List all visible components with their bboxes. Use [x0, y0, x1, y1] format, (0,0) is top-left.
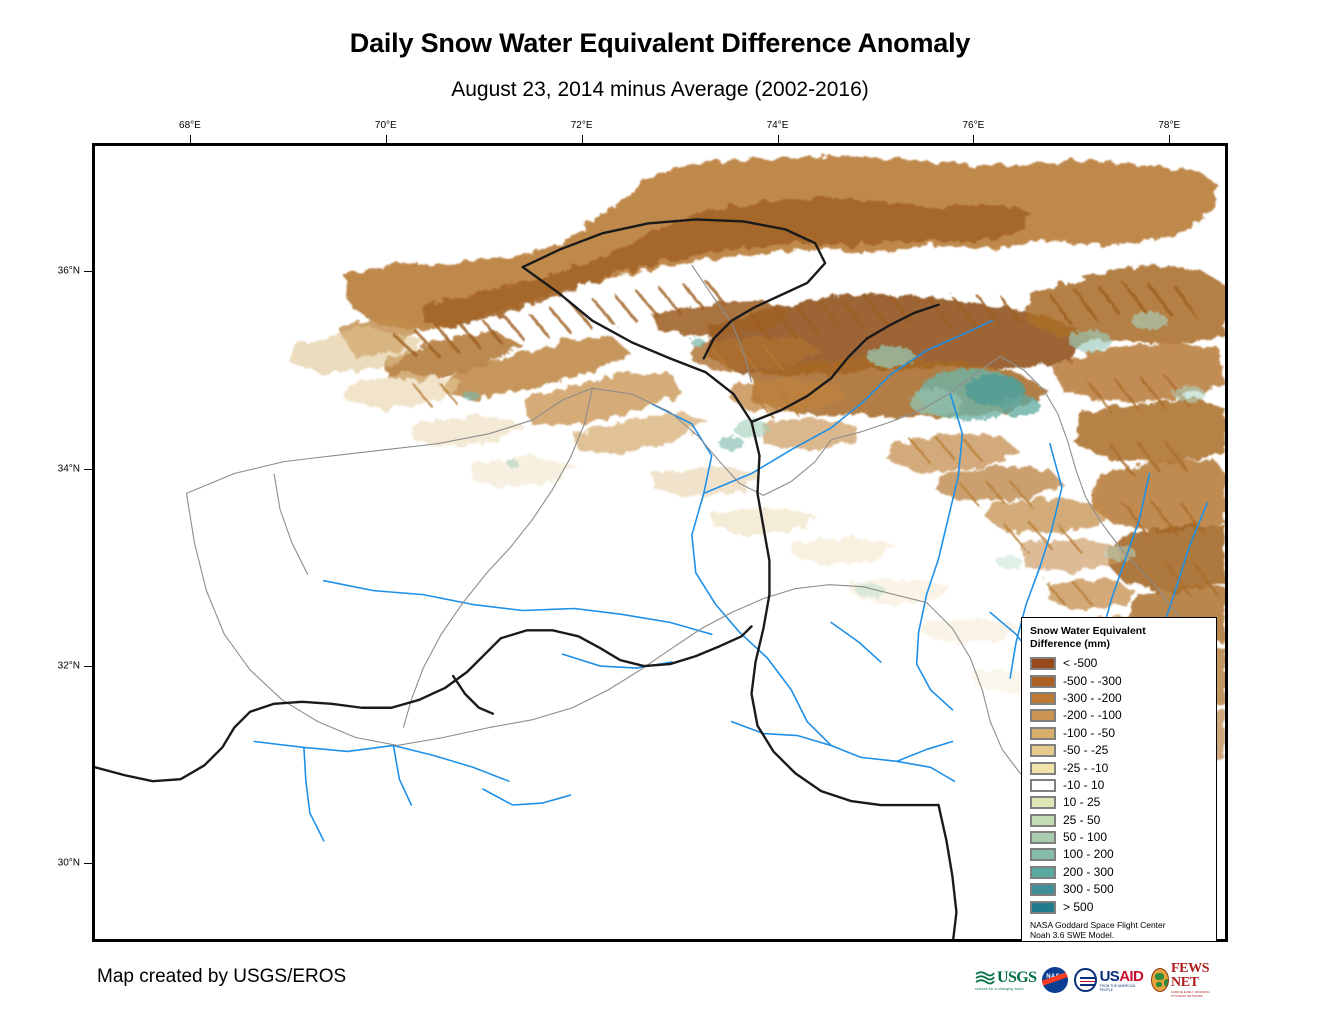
longitude-label: 72°E: [570, 120, 593, 131]
usaid-wordmark-us: US: [1099, 967, 1120, 985]
legend-row: < -500: [1030, 655, 1208, 672]
legend-row: -10 - 10: [1030, 777, 1208, 794]
longitude-tick: [581, 135, 583, 143]
legend-label: -300 - -200: [1063, 690, 1122, 705]
longitude-tick: [1169, 135, 1171, 143]
latitude-tick: [84, 468, 92, 470]
longitude-tick: [777, 135, 779, 143]
page-title: Daily Snow Water Equivalent Difference A…: [349, 28, 971, 58]
legend-swatch: [1030, 657, 1056, 671]
page-subtitle: August 23, 2014 minus Average (2002-2016…: [451, 78, 869, 101]
usaid-tagline: FROM THE AMERICAN PEOPLE: [1099, 983, 1136, 992]
fews-globe-icon: [1151, 968, 1170, 992]
longitude-label: 78°E: [1158, 120, 1181, 131]
latitude-tick: [84, 665, 92, 667]
usaid-logo[interactable]: USAID FROM THE AMERICAN PEOPLE: [1074, 964, 1145, 996]
agency-logos: USGS science for a changing world NASA U…: [975, 961, 1223, 999]
usaid-wordmark-aid: AID: [1119, 967, 1144, 985]
usgs-wave-icon: [975, 970, 995, 984]
legend-swatch: [1030, 761, 1056, 775]
legend-label: -500 - -300: [1063, 673, 1122, 688]
legend-label: 100 - 200: [1063, 847, 1114, 862]
legend-swatch: [1030, 778, 1056, 792]
legend-swatch: [1030, 726, 1056, 740]
legend-row: -50 - -25: [1030, 742, 1208, 759]
legend-title: Snow Water Equivalent Difference (mm): [1030, 625, 1208, 651]
map-legend[interactable]: Snow Water Equivalent Difference (mm) < …: [1021, 617, 1217, 942]
legend-swatch: [1030, 744, 1056, 758]
legend-label: 50 - 100: [1063, 830, 1108, 845]
legend-label: 25 - 50: [1063, 812, 1101, 827]
latitude-label: 32°N: [57, 660, 80, 672]
legend-swatch: [1030, 865, 1056, 879]
map-credit: Map created by USGS/EROS: [97, 966, 347, 987]
legend-label: -50 - -25: [1063, 743, 1109, 758]
legend-row: -200 - -100: [1030, 707, 1208, 724]
latitude-label: 34°N: [57, 463, 80, 475]
latitude-label: 36°N: [57, 265, 80, 277]
legend-row: -100 - -50: [1030, 725, 1208, 742]
fews-wordmark: FEWS NET: [1171, 961, 1210, 990]
legend-label: 10 - 25: [1063, 795, 1101, 810]
nasa-logo[interactable]: NASA: [1042, 964, 1069, 996]
legend-label: > 500: [1063, 899, 1094, 914]
legend-row: -500 - -300: [1030, 672, 1208, 689]
legend-swatch: [1030, 691, 1056, 705]
longitude-label: 68°E: [179, 120, 201, 131]
usgs-wordmark: USGS: [997, 968, 1037, 986]
fews-tagline: FAMINE EARLY WARNING SYSTEMS NETWORK: [1171, 990, 1210, 998]
usgs-logo[interactable]: USGS science for a changing world: [975, 964, 1037, 996]
legend-row: 25 - 50: [1030, 812, 1208, 829]
legend-row: 50 - 100: [1030, 829, 1208, 846]
legend-label: -200 - -100: [1063, 708, 1122, 723]
legend-row: 300 - 500: [1030, 881, 1208, 898]
legend-swatch: [1030, 900, 1056, 914]
legend-title-line1: Snow Water Equivalent: [1030, 625, 1146, 637]
usaid-seal-icon: [1074, 968, 1097, 992]
legend-label: 300 - 500: [1063, 882, 1114, 897]
legend-row: 100 - 200: [1030, 846, 1208, 863]
legend-row: 10 - 25: [1030, 794, 1208, 811]
legend-swatch: [1030, 831, 1056, 845]
legend-row: -25 - -10: [1030, 759, 1208, 776]
legend-label: 200 - 300: [1063, 864, 1114, 879]
legend-swatch: [1030, 674, 1056, 688]
fews-net-logo[interactable]: FEWS NET FAMINE EARLY WARNING SYSTEMS NE…: [1151, 961, 1223, 998]
longitude-tick: [189, 135, 191, 143]
legend-label: -100 - -50: [1063, 725, 1116, 740]
legend-source-line1: NASA Goddard Space Flight Center: [1030, 919, 1166, 930]
longitude-tick: [385, 135, 387, 143]
longitude-label: 70°E: [374, 120, 397, 131]
legend-swatch: [1030, 883, 1056, 897]
legend-label: < -500: [1063, 656, 1098, 671]
usgs-tagline: science for a changing world: [975, 986, 1024, 991]
legend-row: 200 - 300: [1030, 864, 1208, 881]
latitude-tick: [84, 271, 92, 273]
legend-row: > 500: [1030, 898, 1208, 915]
legend-title-line2: Difference (mm): [1030, 638, 1110, 650]
latitude-label: 30°N: [57, 857, 80, 869]
longitude-tick: [973, 135, 975, 143]
legend-label: -10 - 10: [1063, 777, 1105, 792]
legend-row: -300 - -200: [1030, 690, 1208, 707]
latitude-tick: [84, 863, 92, 865]
legend-swatch: [1030, 813, 1056, 827]
legend-source: NASA Goddard Space Flight Center Noah 3.…: [1030, 920, 1208, 941]
longitude-label: 76°E: [962, 120, 985, 131]
legend-swatch: [1030, 796, 1056, 810]
legend-label: -25 - -10: [1063, 760, 1109, 775]
legend-swatch: [1030, 848, 1056, 862]
legend-class-list: < -500 -500 - -300 -300 - -200 -200 - -100 -…: [1030, 655, 1208, 916]
legend-source-line2: Noah 3.6 SWE Model.: [1030, 930, 1115, 941]
longitude-label: 74°E: [766, 120, 789, 131]
legend-swatch: [1030, 709, 1056, 723]
